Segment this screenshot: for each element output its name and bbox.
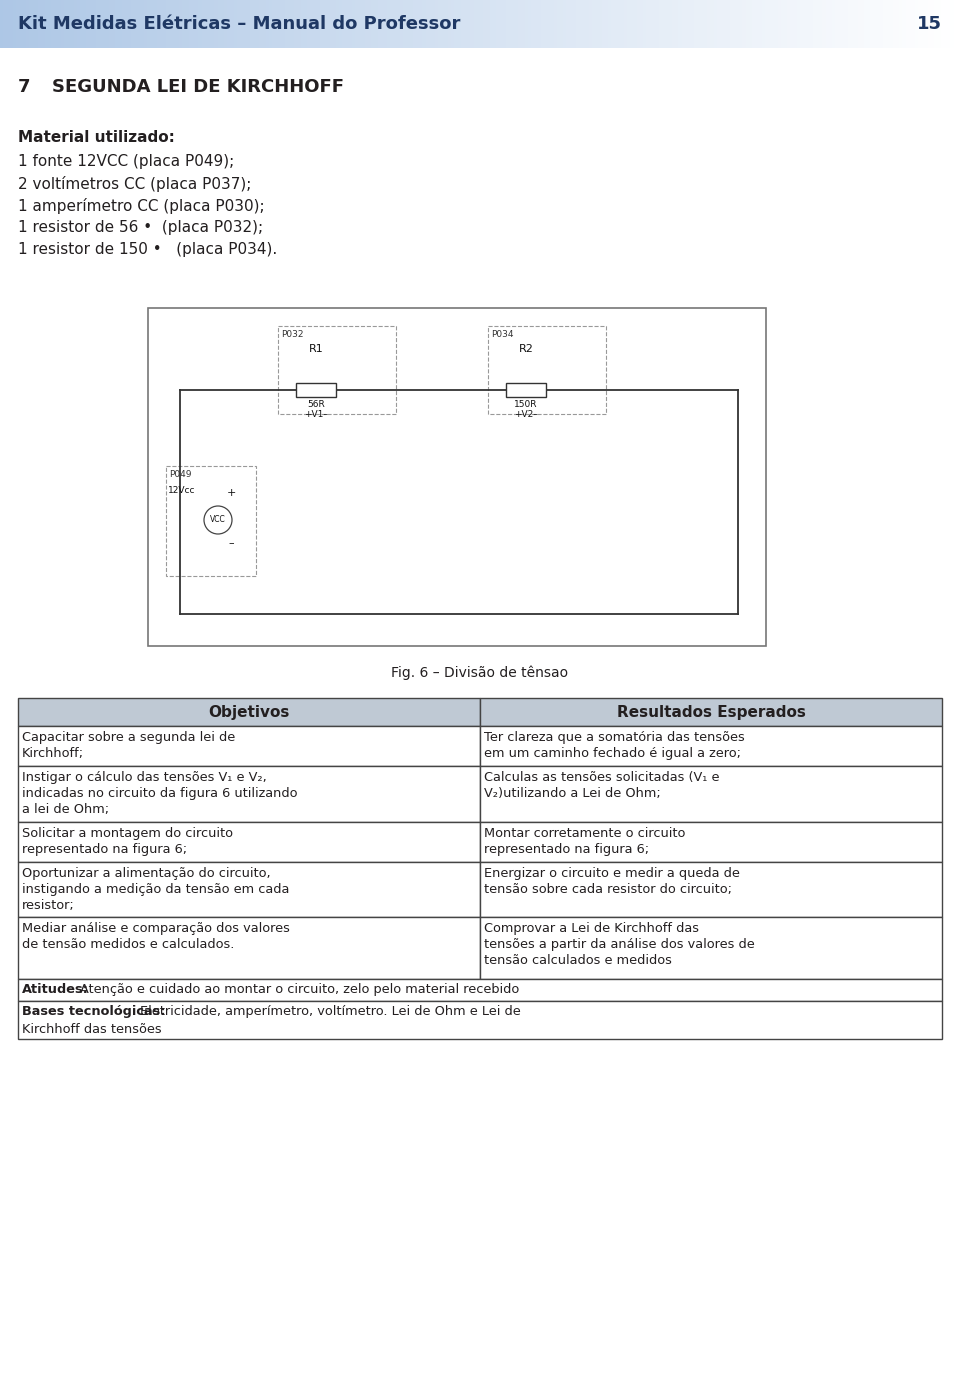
Bar [148, 308, 766, 645]
Text: P049: P049 [169, 470, 191, 479]
Bar [480, 725, 942, 765]
Text: Atenção e cuidado ao montar o circuito, zelo pelo material recebido: Atenção e cuidado ao montar o circuito, … [80, 983, 519, 996]
Text: Fig. 6 – Divisão de tênsao: Fig. 6 – Divisão de tênsao [392, 666, 568, 680]
Bar [18, 1001, 942, 1038]
Bar [296, 383, 336, 397]
Text: 56R: 56R [307, 400, 324, 410]
Bar [278, 325, 396, 414]
Text: Bases tecnológicas:: Bases tecnológicas: [22, 1005, 165, 1018]
Text: Objetivos: Objetivos [208, 705, 290, 720]
Text: Comprovar a Lei de Kirchhoff das
tensões a partir da análise dos valores de
tens: Comprovar a Lei de Kirchhoff das tensões… [484, 923, 755, 967]
Text: 7: 7 [18, 79, 31, 97]
Text: P034: P034 [491, 330, 514, 339]
Text: Resultados Esperados: Resultados Esperados [616, 705, 805, 720]
Text: 15: 15 [917, 15, 942, 33]
Text: Energizar o circuito e medir a queda de
tensão sobre cada resistor do circuito;: Energizar o circuito e medir a queda de … [484, 867, 740, 896]
Bar [18, 979, 942, 1001]
Text: Kirchhoff das tensões: Kirchhoff das tensões [22, 1023, 161, 1036]
Bar [18, 765, 480, 822]
Bar [488, 325, 606, 414]
Text: Ter clareza que a somatória das tensões
em um caminho fechado é igual a zero;: Ter clareza que a somatória das tensões … [484, 731, 745, 760]
Bar [18, 698, 480, 725]
Text: Mediar análise e comparação dos valores
de tensão medidos e calculados.: Mediar análise e comparação dos valores … [22, 923, 290, 952]
Text: +V1–: +V1– [304, 410, 328, 419]
Circle shape [204, 506, 232, 534]
Text: Eletricidade, amperímetro, voltímetro. Lei de Ohm e Lei de: Eletricidade, amperímetro, voltímetro. L… [140, 1005, 520, 1018]
Text: 1 resistor de 150 •   (placa P034).: 1 resistor de 150 • (placa P034). [18, 241, 277, 256]
Text: 12Vcc: 12Vcc [168, 485, 196, 495]
Bar [506, 383, 546, 397]
Bar [480, 862, 942, 917]
Text: Solicitar a montagem do circuito
representado na figura 6;: Solicitar a montagem do circuito represe… [22, 827, 233, 856]
Text: P032: P032 [281, 330, 303, 339]
Text: +: + [227, 488, 236, 498]
Text: 1 amperímetro CC (placa P030);: 1 amperímetro CC (placa P030); [18, 199, 265, 214]
Bar [480, 765, 942, 822]
Text: Montar corretamente o circuito
representado na figura 6;: Montar corretamente o circuito represent… [484, 827, 685, 856]
Text: SEGUNDA LEI DE KIRCHHOFF: SEGUNDA LEI DE KIRCHHOFF [52, 79, 344, 97]
Text: 1 fonte 12VCC (placa P049);: 1 fonte 12VCC (placa P049); [18, 154, 234, 170]
Bar [18, 822, 480, 862]
Text: Atitudes:: Atitudes: [22, 983, 89, 996]
Bar [18, 725, 480, 765]
Text: +V2–: +V2– [515, 410, 538, 419]
Bar [18, 917, 480, 979]
Text: Kit Medidas Elétricas – Manual do Professor: Kit Medidas Elétricas – Manual do Profes… [18, 15, 461, 33]
Bar [480, 917, 942, 979]
Text: R2: R2 [518, 343, 534, 354]
Text: Instigar o cálculo das tensões V₁ e V₂,
indicadas no circuito da figura 6 utiliz: Instigar o cálculo das tensões V₁ e V₂, … [22, 771, 298, 816]
Text: 150R: 150R [515, 400, 538, 410]
Bar [480, 822, 942, 862]
Bar [480, 698, 942, 725]
Text: Calculas as tensões solicitadas (V₁ e
V₂)utilizando a Lei de Ohm;: Calculas as tensões solicitadas (V₁ e V₂… [484, 771, 719, 800]
Text: Oportunizar a alimentação do circuito,
instigando a medição da tensão em cada
re: Oportunizar a alimentação do circuito, i… [22, 867, 289, 912]
Text: Capacitar sobre a segunda lei de
Kirchhoff;: Capacitar sobre a segunda lei de Kirchho… [22, 731, 235, 760]
Text: 2 voltímetros CC (placa P037);: 2 voltímetros CC (placa P037); [18, 177, 252, 192]
Text: Material utilizado:: Material utilizado: [18, 130, 175, 145]
Text: VCC: VCC [210, 516, 226, 524]
Text: –: – [228, 538, 234, 547]
Text: 1 resistor de 56 •  (placa P032);: 1 resistor de 56 • (placa P032); [18, 221, 263, 234]
Text: R1: R1 [308, 343, 324, 354]
Bar [18, 862, 480, 917]
Bar [166, 466, 256, 576]
